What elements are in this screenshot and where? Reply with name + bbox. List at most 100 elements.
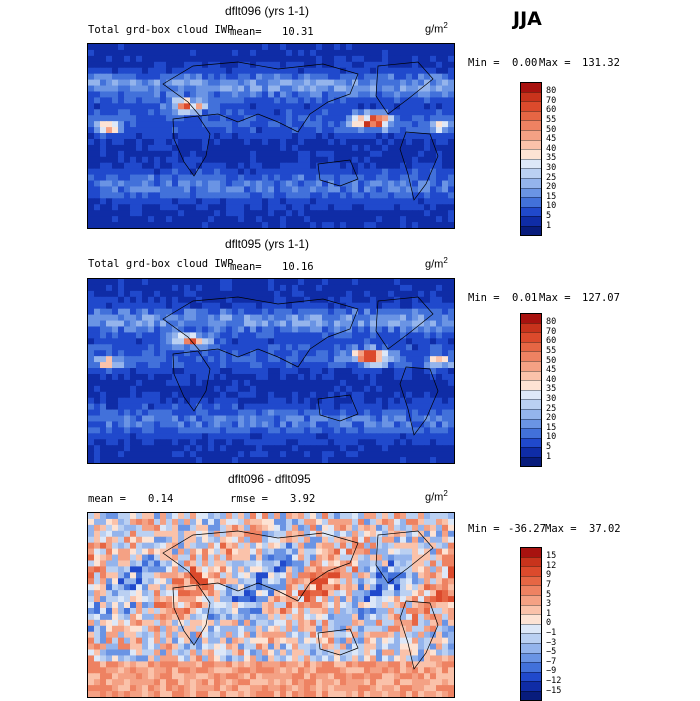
field-cell	[172, 285, 179, 292]
field-cell	[226, 291, 233, 298]
field-cell	[202, 169, 209, 176]
field-cell	[172, 596, 179, 603]
field-cell	[214, 157, 221, 164]
field-cell	[436, 97, 443, 104]
field-cell	[400, 590, 407, 597]
field-cell	[298, 531, 305, 538]
field-cell	[388, 56, 395, 63]
field-cell	[286, 596, 293, 603]
field-cell	[130, 103, 137, 110]
field-cell	[334, 392, 341, 399]
field-cell	[256, 338, 263, 345]
field-cell	[124, 427, 131, 434]
field-cell	[448, 285, 454, 292]
field-cell	[250, 596, 257, 603]
field-cell	[220, 398, 227, 405]
field-cell	[196, 56, 203, 63]
field-cell	[406, 608, 413, 615]
field-cell	[268, 566, 275, 573]
field-cell	[130, 513, 137, 520]
field-cell	[406, 309, 413, 316]
field-cell	[208, 614, 215, 621]
field-cell	[190, 344, 197, 351]
field-cell	[370, 210, 377, 217]
field-cell	[442, 204, 449, 211]
field-cell	[436, 596, 443, 603]
field-cell	[304, 291, 311, 298]
field-cell	[154, 291, 161, 298]
field-cell	[334, 614, 341, 621]
field-cell	[190, 572, 197, 579]
field-cell	[340, 572, 347, 579]
field-cell	[406, 115, 413, 122]
field-cell	[358, 169, 365, 176]
field-cell	[364, 115, 371, 122]
field-cell	[364, 97, 371, 104]
field-cell	[112, 362, 119, 369]
field-cell	[136, 433, 143, 440]
field-cell	[136, 392, 143, 399]
field-cell	[376, 181, 383, 188]
panel2-field	[88, 279, 454, 463]
field-cell	[100, 139, 107, 146]
field-cell	[406, 555, 413, 562]
field-cell	[160, 50, 167, 57]
field-cell	[184, 50, 191, 57]
field-cell	[358, 344, 365, 351]
field-cell	[304, 163, 311, 170]
field-cell	[100, 344, 107, 351]
field-cell	[340, 115, 347, 122]
field-cell	[256, 315, 263, 322]
field-cell	[256, 513, 263, 520]
field-cell	[286, 326, 293, 333]
field-cell	[448, 338, 454, 345]
field-cell	[124, 175, 131, 182]
field-cell	[376, 68, 383, 75]
field-cell	[442, 578, 449, 585]
field-cell	[436, 374, 443, 381]
field-cell	[274, 192, 281, 199]
field-cell	[214, 380, 221, 387]
field-cell	[220, 133, 227, 140]
field-cell	[124, 350, 131, 357]
colorbar-label: 20	[546, 414, 556, 423]
field-cell	[94, 74, 101, 81]
field-cell	[250, 513, 257, 520]
field-cell	[286, 566, 293, 573]
field-cell	[364, 519, 371, 526]
field-cell	[310, 398, 317, 405]
field-cell	[268, 121, 275, 128]
field-cell	[394, 186, 401, 193]
field-cell	[406, 291, 413, 298]
field-cell	[118, 584, 125, 591]
field-cell	[346, 344, 353, 351]
field-cell	[124, 315, 131, 322]
field-cell	[118, 133, 125, 140]
field-cell	[166, 608, 173, 615]
field-cell	[274, 596, 281, 603]
field-cell	[328, 421, 335, 428]
field-cell	[100, 204, 107, 211]
field-cell	[436, 103, 443, 110]
field-cell	[124, 602, 131, 609]
field-cell	[112, 344, 119, 351]
field-cell	[346, 543, 353, 550]
field-cell	[166, 578, 173, 585]
field-cell	[274, 86, 281, 93]
field-cell	[340, 555, 347, 562]
field-cell	[106, 56, 113, 63]
field-cell	[298, 44, 305, 51]
field-cell	[112, 192, 119, 199]
field-cell	[136, 427, 143, 434]
field-cell	[166, 151, 173, 158]
field-cell	[148, 332, 155, 339]
field-cell	[142, 398, 149, 405]
field-cell	[112, 421, 119, 428]
field-cell	[394, 368, 401, 375]
field-cell	[136, 614, 143, 621]
field-cell	[238, 519, 245, 526]
field-cell	[328, 285, 335, 292]
field-cell	[184, 291, 191, 298]
field-cell	[280, 549, 287, 556]
field-cell	[232, 204, 239, 211]
